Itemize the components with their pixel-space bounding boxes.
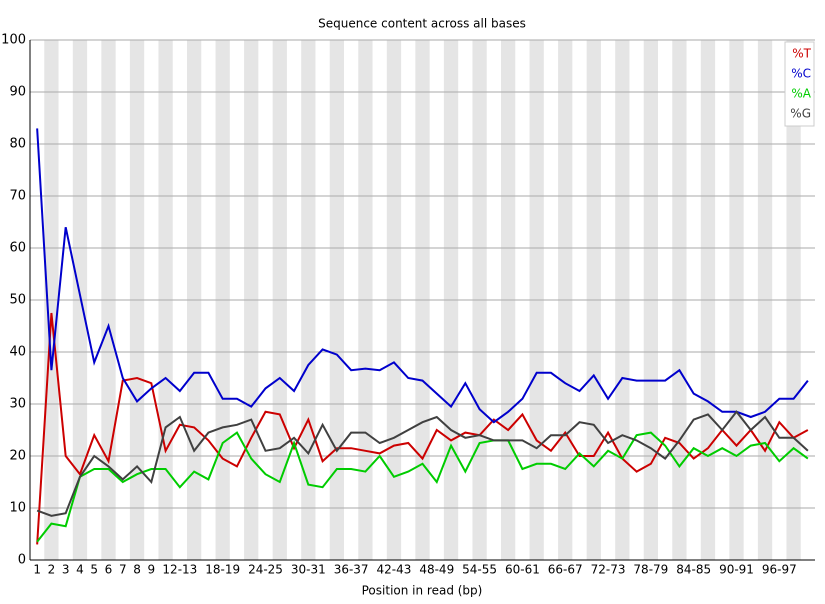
x-tick-label: 84-85 xyxy=(676,563,711,577)
y-tick-label: 30 xyxy=(9,397,26,412)
x-tick-label: 96-97 xyxy=(762,563,797,577)
x-tick-label: 78-79 xyxy=(633,563,668,577)
x-tick-label: 7 xyxy=(119,563,127,577)
x-tick-label: 8 xyxy=(133,563,141,577)
y-tick-label: 100 xyxy=(1,33,26,48)
x-tick-label: 2 xyxy=(48,563,56,577)
series-line xyxy=(36,410,809,517)
series-line xyxy=(36,431,809,543)
legend-entry: %T xyxy=(792,47,811,61)
x-tick-label: 1 xyxy=(33,563,41,577)
x-tick-label: 12-13 xyxy=(162,563,197,577)
legend-entry: %C xyxy=(791,67,811,81)
legend-entry: %G xyxy=(790,107,811,121)
y-tick-label: 10 xyxy=(9,501,26,516)
legend-box xyxy=(784,41,815,127)
x-tick-label: 5 xyxy=(90,563,98,577)
y-tick-label: 20 xyxy=(9,449,26,464)
x-tick-label: 4 xyxy=(76,563,84,577)
x-tick-label: 18-19 xyxy=(205,563,240,577)
x-tick-label: 60-61 xyxy=(505,563,540,577)
x-tick-label: 66-67 xyxy=(548,563,583,577)
x-tick-label: 90-91 xyxy=(719,563,754,577)
y-tick-label: 40 xyxy=(9,345,26,360)
y-tick-label: 80 xyxy=(9,137,26,152)
y-tick-label: 70 xyxy=(9,189,26,204)
x-tick-label: 30-31 xyxy=(291,563,326,577)
x-tick-label: 54-55 xyxy=(462,563,497,577)
series-line xyxy=(36,128,809,424)
x-tick-label: 42-43 xyxy=(377,563,412,577)
y-tick-label: 0 xyxy=(18,553,26,568)
legend-entry: %A xyxy=(791,87,811,101)
y-tick-label: 60 xyxy=(9,241,26,256)
x-tick-label: 72-73 xyxy=(591,563,626,577)
y-tick-label: 90 xyxy=(9,85,26,100)
y-tick-label: 50 xyxy=(9,293,26,308)
x-tick-label: 24-25 xyxy=(248,563,283,577)
x-tick-label: 3 xyxy=(62,563,70,577)
x-tick-label: 36-37 xyxy=(334,563,369,577)
chart-title: Sequence content across all bases xyxy=(318,17,526,31)
series-line xyxy=(36,312,809,545)
x-axis-label: Position in read (bp) xyxy=(362,584,483,598)
x-tick-label: 9 xyxy=(147,563,155,577)
x-tick-label: 6 xyxy=(105,563,113,577)
x-tick-label: 48-49 xyxy=(419,563,454,577)
